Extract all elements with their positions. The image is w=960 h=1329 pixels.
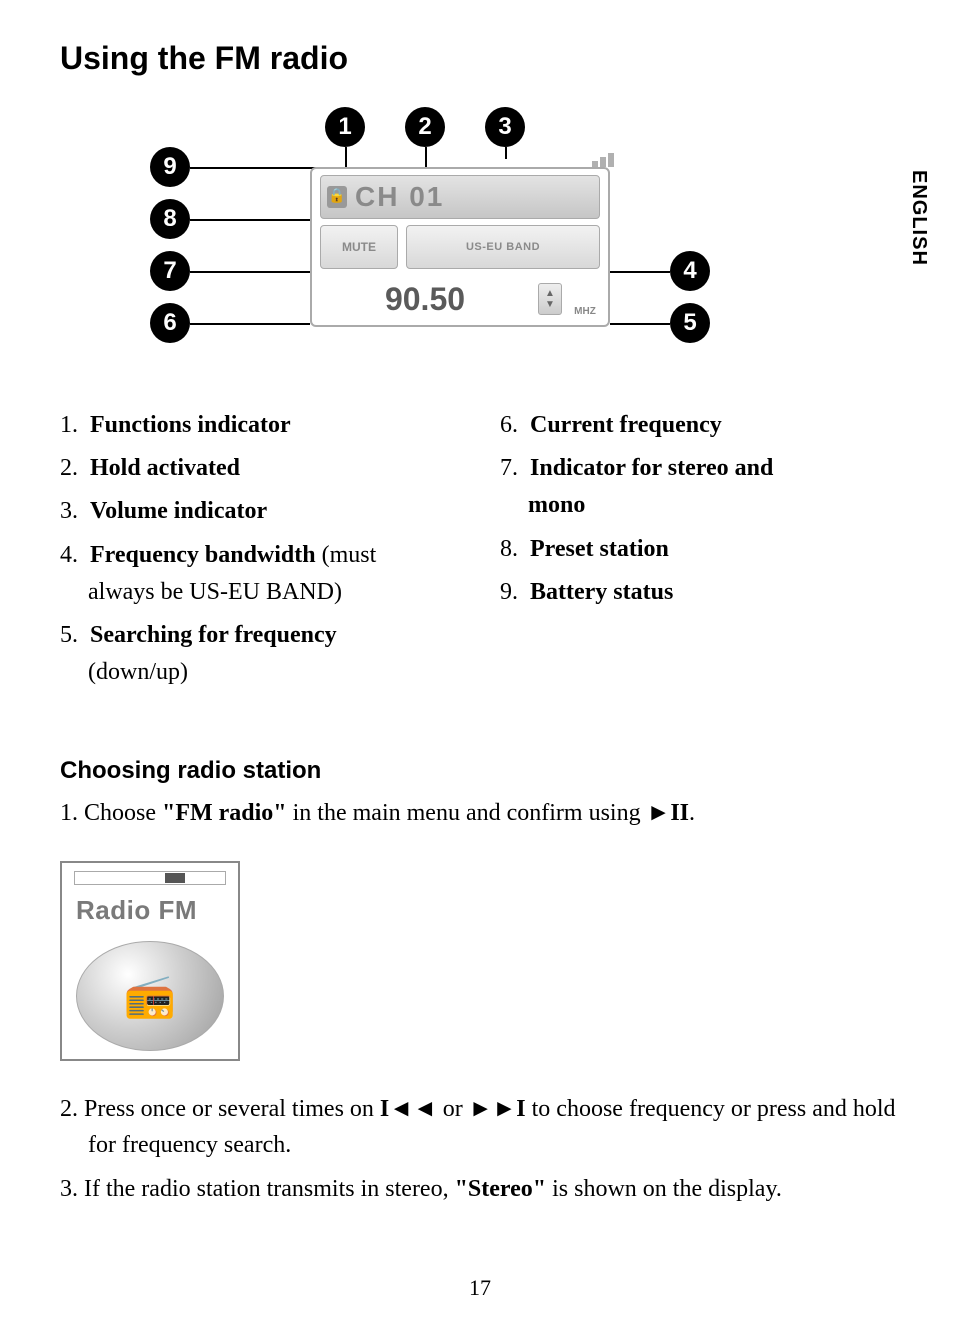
callout-9: 9 xyxy=(150,147,190,187)
callout-8: 8 xyxy=(150,199,190,239)
legend-item: 1. Functions indicator xyxy=(60,407,460,444)
mute-button: MUTE xyxy=(320,225,398,269)
callout-6: 6 xyxy=(150,303,190,343)
device-header-bar: 🔒 CH 01 xyxy=(320,175,600,219)
language-side-label: ENGLISH xyxy=(907,170,930,266)
text: or xyxy=(437,1096,469,1122)
callout-4: 4 xyxy=(670,251,710,291)
text: . xyxy=(689,800,695,826)
text: 2. Press once or several times on xyxy=(60,1096,380,1122)
page-title: Using the FM radio xyxy=(60,40,900,77)
channel-label: CH 01 xyxy=(355,181,444,213)
legend-item: 9. Battery status xyxy=(500,574,900,611)
play-pause-symbol: ►II xyxy=(647,800,689,826)
fm-radio-diagram: 1 2 3 9 8 7 6 4 5 🔒 CH 01 MUTE US-EU BAN… xyxy=(150,107,750,367)
text: 1. Choose xyxy=(60,800,162,826)
section-heading: Choosing radio station xyxy=(60,757,900,785)
callout-2: 2 xyxy=(405,107,445,147)
legend-item: 2. Hold activated xyxy=(60,450,460,487)
leader-line xyxy=(610,323,670,325)
leader-line xyxy=(345,147,347,167)
legend-item: 3. Volume indicator xyxy=(60,493,460,530)
lock-icon: 🔒 xyxy=(327,186,347,208)
step-2: 2. Press once or several times on I◄◄ or… xyxy=(60,1091,900,1163)
callout-3: 3 xyxy=(485,107,525,147)
page-number: 17 xyxy=(0,1275,960,1301)
menu-thumbnail: Radio FM 📻 xyxy=(60,861,240,1061)
legend-item: 8. Preset station xyxy=(500,531,900,568)
legend-item: 6. Current frequency xyxy=(500,407,900,444)
callout-7: 7 xyxy=(150,251,190,291)
volume-bars-icon xyxy=(592,153,740,167)
step-3: 3. If the radio station transmits in ste… xyxy=(60,1171,900,1207)
legend-item: 7. Indicator for stereo andmono xyxy=(500,450,900,524)
fm-radio-device-screen: 🔒 CH 01 MUTE US-EU BAND 90.50 ▲▼ MHZ xyxy=(310,167,610,327)
frequency-value: 90.50 xyxy=(320,281,530,318)
legend-left-column: 1. Functions indicator 2. Hold activated 3… xyxy=(60,407,460,697)
leader-line xyxy=(190,271,310,273)
stereo-term: "Stereo" xyxy=(455,1176,547,1202)
prev-symbol: I◄◄ xyxy=(380,1096,437,1122)
device-button-row: MUTE US-EU BAND xyxy=(320,225,600,269)
leader-line xyxy=(190,219,310,221)
leader-line xyxy=(505,147,507,159)
leader-line xyxy=(190,167,320,169)
text: is shown on the display. xyxy=(546,1176,782,1202)
progress-bar-icon xyxy=(74,871,226,885)
callout-1: 1 xyxy=(325,107,365,147)
legend-item: 4. Frequency bandwidth (mustalways be US… xyxy=(60,537,460,611)
next-symbol: ►►I xyxy=(469,1096,526,1122)
step-1: 1. Choose "FM radio" in the main menu an… xyxy=(60,795,900,831)
legend-right-column: 6. Current frequency 7. Indicator for ste… xyxy=(500,407,900,697)
menu-thumb-title: Radio FM xyxy=(76,895,197,926)
fm-radio-term: "FM radio" xyxy=(162,800,287,826)
leader-line xyxy=(190,323,310,325)
leader-line xyxy=(610,271,670,273)
legend-item: 5. Searching for frequency(down/up) xyxy=(60,617,460,691)
up-down-icon: ▲▼ xyxy=(538,283,562,315)
text: in the main menu and confirm using xyxy=(287,800,647,826)
frequency-unit: MHZ xyxy=(570,306,600,317)
text: 3. If the radio station transmits in ste… xyxy=(60,1176,455,1202)
legend-columns: 1. Functions indicator 2. Hold activated 3… xyxy=(60,407,900,697)
band-button: US-EU BAND xyxy=(406,225,600,269)
callout-5: 5 xyxy=(670,303,710,343)
radio-knob-icon: 📻 xyxy=(76,941,224,1051)
frequency-row: 90.50 ▲▼ MHZ xyxy=(320,277,600,321)
